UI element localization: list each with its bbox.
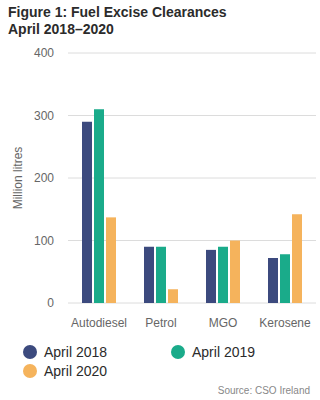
chart: 0 100 200 300 400 Million litres Autodiesel Pet… (0, 0, 320, 400)
y-tick-label: 200 (34, 171, 54, 185)
grid-line (68, 303, 316, 304)
bar (94, 109, 104, 303)
source: Source: CSO Ireland (218, 385, 310, 396)
legend-label: April 2020 (44, 363, 107, 379)
grid-line (68, 53, 316, 54)
y-tick-label: 400 (34, 46, 54, 60)
legend-label: April 2019 (192, 344, 255, 360)
bar (292, 214, 302, 303)
bar (280, 254, 290, 303)
bar (218, 247, 228, 303)
y-tick-label: 100 (34, 234, 54, 248)
bar (268, 258, 278, 303)
title: Figure 1: Fuel Excise Clearances April 2… (8, 4, 238, 38)
bar (156, 247, 166, 303)
bar (168, 289, 178, 303)
y-tick-label: 0 (47, 296, 54, 310)
bar (106, 217, 116, 303)
legend-label: April 2018 (44, 344, 107, 360)
y-axis-label: Million litres (11, 147, 25, 210)
y-tick-label: 300 (34, 109, 54, 123)
legend-marker (171, 345, 185, 359)
bar (206, 250, 216, 303)
bar (230, 241, 240, 304)
grid-line (68, 178, 316, 179)
grid-line (68, 115, 316, 116)
legend-marker (23, 345, 37, 359)
bars (82, 109, 302, 303)
legend-marker (23, 364, 37, 378)
bar (144, 247, 154, 303)
bar (82, 122, 92, 303)
x-tick-label: MGO (209, 316, 238, 330)
x-tick-label: Kerosene (259, 316, 311, 330)
x-tick-label: Autodiesel (71, 316, 127, 330)
x-tick-label: Petrol (145, 316, 176, 330)
grid-line (68, 240, 316, 241)
